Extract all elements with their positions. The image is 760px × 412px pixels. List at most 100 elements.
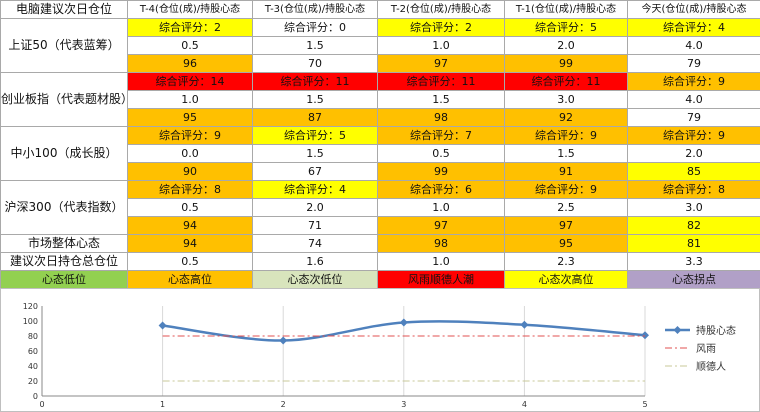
position-cell: 0.5 [127,36,253,55]
column-header: T-1(仓位(成)/持股心态 [504,0,628,19]
position-cell: 3.0 [627,198,760,217]
market-mood-cell: 94 [127,234,253,253]
x-tick-label: 2 [281,400,286,409]
legend-label: 持股心态 [696,324,736,337]
mood-cell: 98 [377,108,505,127]
position-table: 电脑建议次日仓位 T-4(仓位(成)/持股心态 T-3(仓位(成)/持股心态 T-2(… [0,0,760,289]
market-mood-cell: 95 [504,234,628,253]
position-cell: 1.5 [252,144,378,163]
mood-cell: 97 [377,216,505,235]
position-cell: 1.5 [504,144,628,163]
position-cell: 0.5 [377,144,505,163]
market-mood-cell: 98 [377,234,505,253]
mood-cell: 71 [252,216,378,235]
score-cell: 综合评分：8 [127,180,253,199]
state-legend-cell: 风雨顺德人潮 [377,270,505,289]
x-tick-label: 5 [642,400,647,409]
column-header: T-4(仓位(成)/持股心态 [127,0,253,19]
position-cell: 4.0 [627,90,760,109]
y-tick-label: 60 [28,347,38,356]
total-position-cell: 0.5 [127,252,253,271]
mood-cell: 97 [377,54,505,73]
score-cell: 综合评分：9 [504,180,628,199]
score-cell: 综合评分：9 [127,126,253,145]
position-cell: 1.5 [377,90,505,109]
data-point [399,318,408,327]
mood-cell: 96 [127,54,253,73]
total-position-cell: 3.3 [627,252,760,271]
score-cell: 综合评分：2 [127,18,253,37]
position-cell: 2.0 [252,198,378,217]
state-legend-cell: 心态高位 [127,270,253,289]
market-mood-cell: 74 [252,234,378,253]
score-cell: 综合评分：14 [127,72,253,91]
index-label: 中小100（成长股） [0,126,128,181]
y-tick-label: 0 [33,392,38,401]
total-position-cell: 2.3 [504,252,628,271]
position-cell: 3.0 [504,90,628,109]
mood-cell: 94 [127,216,253,235]
position-cell: 2.0 [504,36,628,55]
score-cell: 综合评分：5 [252,126,378,145]
y-tick-label: 100 [23,317,38,326]
mood-cell: 70 [252,54,378,73]
position-cell: 2.0 [627,144,760,163]
legend-label: 风雨 [696,343,716,355]
score-cell: 综合评分：9 [627,126,760,145]
state-legend-cell: 心态拐点 [627,270,760,289]
score-cell: 综合评分：0 [252,18,378,37]
x-tick-label: 4 [522,400,527,409]
index-label: 上证50（代表蓝筹） [0,18,128,73]
score-cell: 综合评分：11 [252,72,378,91]
market-mood-cell: 81 [627,234,760,253]
mood-cell: 67 [252,162,378,181]
state-legend-cell: 心态次高位 [504,270,628,289]
column-header: T-2(仓位(成)/持股心态 [377,0,505,19]
market-label: 市场整体心态 [0,234,128,253]
position-cell: 0.0 [127,144,253,163]
mood-cell: 97 [504,216,628,235]
position-cell: 1.0 [377,198,505,217]
mood-cell: 95 [127,108,253,127]
column-header: 今天(仓位(成)/持股心态 [627,0,760,19]
x-tick-label: 3 [401,400,406,409]
index-label: 沪深300（代表指数） [0,180,128,235]
data-point [641,331,649,340]
position-cell: 0.5 [127,198,253,217]
score-cell: 综合评分：8 [627,180,760,199]
column-header: T-3(仓位(成)/持股心态 [252,0,378,19]
mood-cell: 99 [504,54,628,73]
total-label: 建议次日持仓总仓位 [0,252,128,271]
mood-cell: 79 [627,54,760,73]
position-cell: 1.0 [127,90,253,109]
total-position-cell: 1.0 [377,252,505,271]
y-tick-label: 40 [28,362,38,371]
y-tick-label: 20 [28,377,38,386]
x-tick-label: 0 [39,400,44,409]
x-tick-label: 1 [160,400,165,409]
y-tick-label: 80 [28,332,38,341]
mood-cell: 79 [627,108,760,127]
mood-cell: 92 [504,108,628,127]
score-cell: 综合评分：2 [377,18,505,37]
position-cell: 2.5 [504,198,628,217]
state-legend-cell: 心态低位 [0,270,128,289]
position-cell: 1.5 [252,90,378,109]
index-label: 创业板指（代表题材股） [0,72,128,127]
score-cell: 综合评分：5 [504,18,628,37]
legend-label: 顺德人 [696,360,726,373]
data-point [279,336,288,345]
total-position-cell: 1.6 [252,252,378,271]
position-cell: 1.0 [377,36,505,55]
score-cell: 综合评分：4 [627,18,760,37]
mood-cell: 91 [504,162,628,181]
y-tick-label: 120 [23,302,38,311]
mood-cell: 85 [627,162,760,181]
data-point [158,321,167,330]
data-point [520,320,529,329]
score-cell: 综合评分：7 [377,126,505,145]
mood-cell: 82 [627,216,760,235]
score-cell: 综合评分：11 [377,72,505,91]
score-cell: 综合评分：9 [627,72,760,91]
mood-cell: 90 [127,162,253,181]
